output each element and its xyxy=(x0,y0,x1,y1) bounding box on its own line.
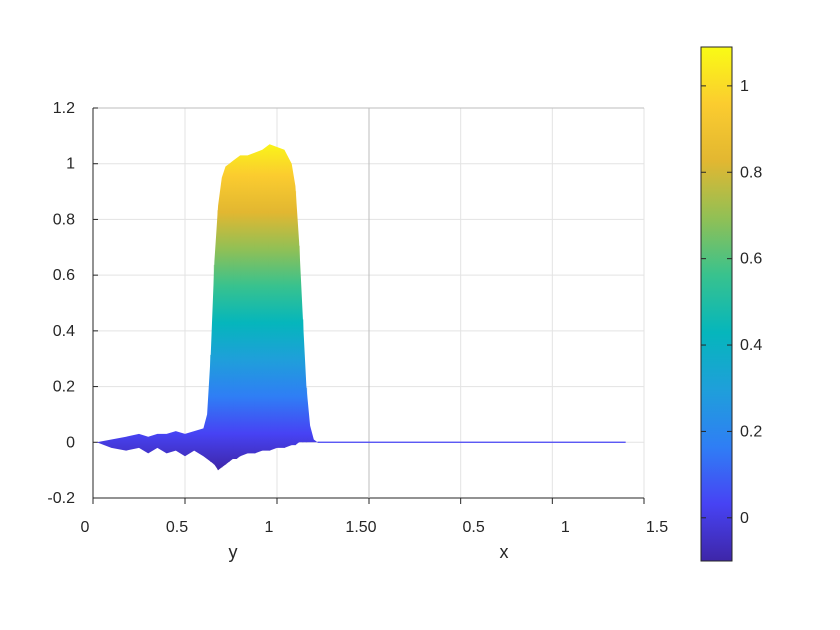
y-axis-label: y xyxy=(229,542,238,562)
z-tick-label: 0 xyxy=(66,434,75,451)
colorbar-tick-label: 0.6 xyxy=(740,251,762,268)
y-tick-label: 0.5 xyxy=(166,519,188,536)
z-tick-label: 0.4 xyxy=(53,323,75,340)
z-tick-label: 1.2 xyxy=(53,100,75,117)
colorbar-tick-label: 1 xyxy=(740,78,749,95)
surface-body xyxy=(96,144,360,471)
y-tick-label: 0 xyxy=(81,519,90,536)
y-tick-label: 1 xyxy=(265,519,274,536)
x-axis-label: x xyxy=(500,542,509,562)
horizontal-axis-ticks: 0 0.5 1 1.50 0.5 1 1.5 xyxy=(81,498,668,536)
x-tick-label: 0.5 xyxy=(463,519,485,536)
x-tick-label: 1.5 xyxy=(646,519,668,536)
z-tick-label: 0.6 xyxy=(53,267,75,284)
colorbar: 0 0.2 0.4 0.6 0.8 1 xyxy=(700,46,762,562)
plot-axes: -0.2 0 0.2 0.4 0.6 0.8 1 1.2 0 0.5 1 1.50 0.5 1 1.5 y… xyxy=(47,100,668,562)
z-tick-label: -0.2 xyxy=(47,490,75,507)
z-tick-label: 0.8 xyxy=(53,211,75,228)
colorbar-tick-label: 0.4 xyxy=(740,337,762,354)
colorbar-ticks: 0 0.2 0.4 0.6 0.8 1 xyxy=(701,78,762,527)
z-axis-ticks: -0.2 0 0.2 0.4 0.6 0.8 1 1.2 xyxy=(47,100,98,507)
colorbar-fill xyxy=(700,46,733,562)
x-tick-label: 1 xyxy=(561,519,570,536)
colorbar-tick-label: 0.8 xyxy=(740,164,762,181)
corner-tick-label: 1.50 xyxy=(345,519,376,536)
colorbar-tick-label: 0.2 xyxy=(740,423,762,440)
z-tick-label: 1 xyxy=(66,156,75,173)
z-tick-label: 0.2 xyxy=(53,379,75,396)
surface-mesh xyxy=(96,144,626,471)
colorbar-tick-label: 0 xyxy=(740,510,749,527)
